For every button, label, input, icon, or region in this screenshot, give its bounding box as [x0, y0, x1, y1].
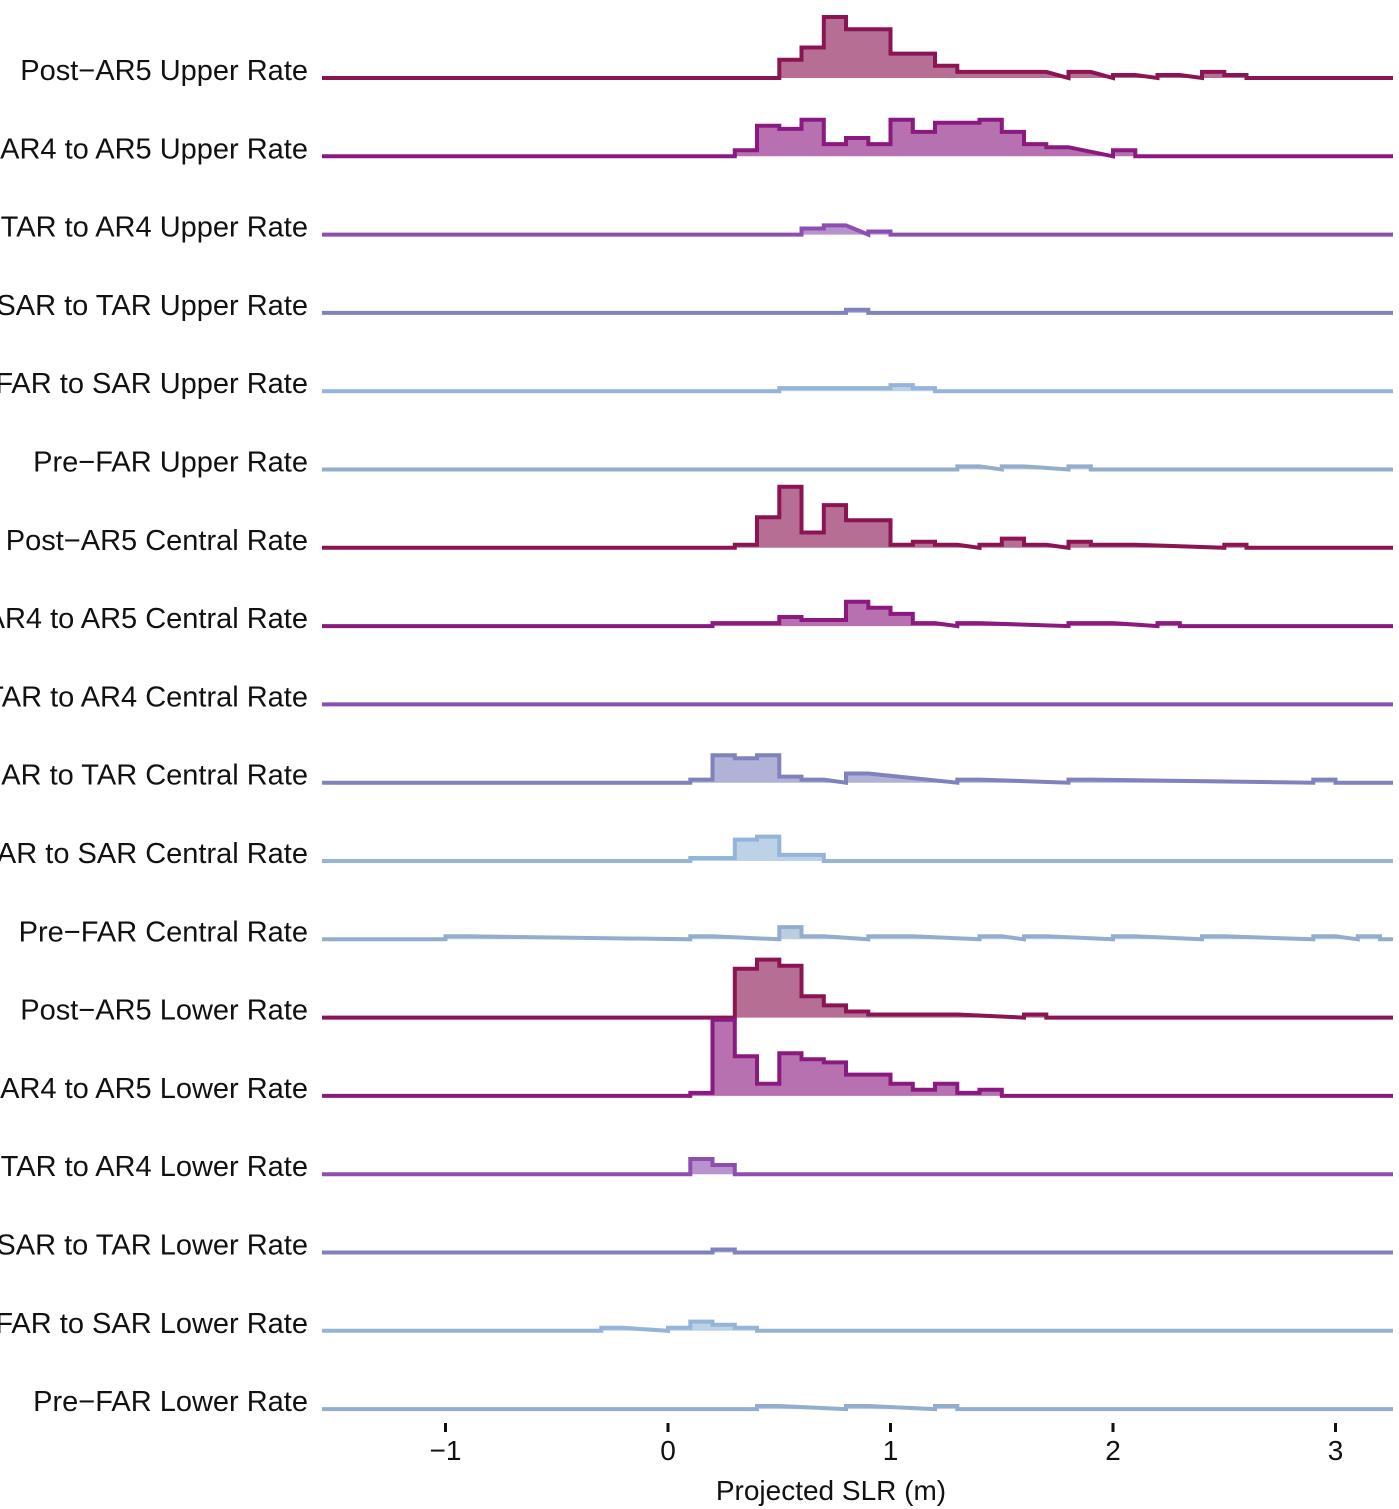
- ridge-histogram-fill: [322, 1159, 1393, 1175]
- ridge-histogram-fill: [322, 959, 1393, 1018]
- ridge-histogram-outline: [322, 1404, 1393, 1412]
- ridge-row: Pre−FAR Central Rate: [19, 916, 1393, 948]
- ridge-histogram-fill: [322, 601, 1393, 627]
- ridge-row: AR4 to AR5 Upper Rate: [0, 117, 1393, 165]
- row-label: TAR to AR4 Upper Rate: [1, 212, 308, 244]
- ridge-row: AR4 to AR5 Central Rate: [0, 599, 1393, 635]
- ridge-row: Pre−FAR Upper Rate: [33, 447, 1393, 479]
- ridge-histogram-fill: [322, 1019, 1393, 1096]
- ridge-rows: Post−AR5 Upper Rate AR4 to AR5 Upper Rate…: [0, 15, 1393, 1418]
- x-tick-label: 0: [660, 1435, 676, 1466]
- x-tick-label: 2: [1105, 1435, 1121, 1466]
- ridge-histogram-outline: [322, 383, 1393, 394]
- ridge-row: Post−AR5 Lower Rate: [20, 957, 1393, 1027]
- row-label: Pre−FAR Central Rate: [19, 916, 308, 948]
- ridge-histogram-outline: [322, 15, 1393, 81]
- row-label: TAR to AR4 Central Rate: [0, 681, 308, 713]
- ridge-histogram-outline: [322, 834, 1393, 863]
- x-axis: −1 0 1 2 3: [430, 1423, 1344, 1466]
- row-label: SAR to TAR Central Rate: [0, 760, 308, 792]
- ridge-histogram-fill: [322, 755, 1393, 783]
- ridge-histogram-outline: [322, 957, 1393, 1020]
- ridge-histogram-outline: [322, 599, 1393, 629]
- x-axis-title: Projected SLR (m): [716, 1475, 946, 1506]
- row-label: Pre−FAR Upper Rate: [33, 447, 308, 479]
- x-tick-label: 3: [1328, 1435, 1344, 1466]
- x-tick-label: −1: [430, 1435, 462, 1466]
- ridge-histogram-outline: [322, 117, 1393, 159]
- ridge-row: SAR to TAR Central Rate: [0, 753, 1393, 792]
- ridge-histogram-fill: [322, 17, 1393, 78]
- ridge-row: SAR to TAR Lower Rate: [0, 1230, 1393, 1262]
- row-label: FAR to SAR Central Rate: [0, 838, 308, 870]
- ridge-row: FAR to SAR Lower Rate: [0, 1308, 1393, 1340]
- row-label: FAR to SAR Upper Rate: [0, 368, 308, 400]
- ridge-histogram-outline: [322, 1247, 1393, 1255]
- row-label: FAR to SAR Lower Rate: [0, 1308, 308, 1340]
- ridge-row: SAR to TAR Upper Rate: [0, 290, 1393, 322]
- ridge-histogram-outline: [322, 925, 1393, 942]
- ridge-histogram-outline: [322, 223, 1393, 238]
- ridge-row: Pre−FAR Lower Rate: [33, 1386, 1393, 1418]
- x-tick-label: 1: [883, 1435, 899, 1466]
- row-label: AR4 to AR5 Central Rate: [0, 603, 308, 635]
- ridge-histogram-outline: [322, 753, 1393, 785]
- ridge-row: TAR to AR4 Lower Rate: [1, 1151, 1393, 1183]
- ridge-row: TAR to AR4 Upper Rate: [1, 212, 1393, 244]
- ridge-histogram-outline: [322, 484, 1393, 551]
- row-label: AR4 to AR5 Upper Rate: [0, 133, 308, 165]
- ridge-histogram-fill: [322, 836, 1393, 861]
- ridge-histogram-outline: [322, 1017, 1393, 1098]
- ridge-histogram-fill: [322, 486, 1393, 548]
- ridge-row: Post−AR5 Central Rate: [6, 484, 1393, 557]
- row-label: SAR to TAR Upper Rate: [0, 290, 308, 322]
- row-label: Post−AR5 Upper Rate: [20, 55, 308, 87]
- row-label: SAR to TAR Lower Rate: [0, 1230, 308, 1262]
- ridge-row: Post−AR5 Upper Rate: [20, 15, 1393, 87]
- row-label: Post−AR5 Lower Rate: [20, 995, 308, 1027]
- row-label: AR4 to AR5 Lower Rate: [0, 1073, 308, 1105]
- ridge-histogram-outline: [322, 307, 1393, 315]
- ridge-row: TAR to AR4 Central Rate: [0, 681, 1393, 713]
- ridge-row: FAR to SAR Central Rate: [0, 834, 1393, 870]
- row-label: TAR to AR4 Lower Rate: [1, 1151, 308, 1183]
- ridge-row: AR4 to AR5 Lower Rate: [0, 1017, 1393, 1105]
- ridge-row: FAR to SAR Upper Rate: [0, 368, 1393, 400]
- ridge-histogram-outline: [322, 464, 1393, 472]
- ridge-histogram-outline: [322, 1319, 1393, 1333]
- ridge-histogram-fill: [322, 225, 1393, 235]
- row-label: Pre−FAR Lower Rate: [33, 1386, 308, 1418]
- ridge-histogram-outline: [322, 1157, 1393, 1177]
- row-label: Post−AR5 Central Rate: [6, 525, 308, 557]
